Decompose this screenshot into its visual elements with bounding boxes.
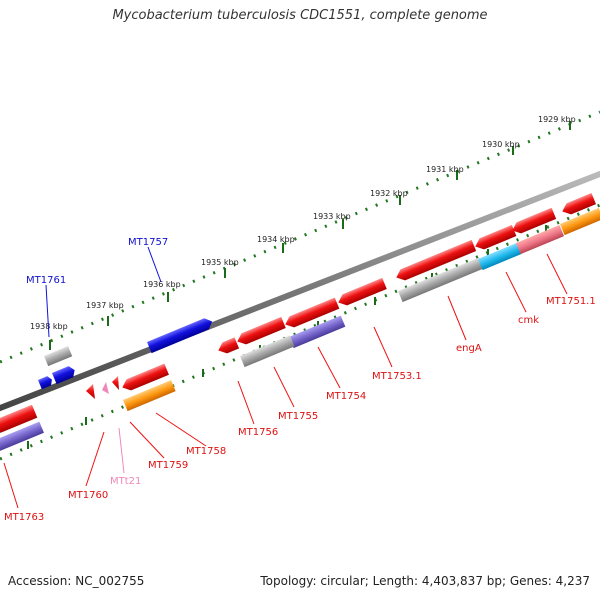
gene-label-mt1751-1[interactable]: MT1751.1	[546, 296, 596, 307]
gene-mt1751-1-arrow[interactable]	[510, 207, 557, 236]
tick-label: 1935 kbp	[201, 258, 239, 267]
genome-info-text: Topology: circular; Length: 4,403,837 bp…	[260, 574, 590, 588]
feature-mt1761-gray[interactable]	[44, 346, 73, 367]
tick-label: 1929 kbp	[538, 115, 576, 124]
gene-label-mt1756[interactable]: MT1756	[238, 427, 278, 438]
feature-mt1758-orange[interactable]	[123, 380, 176, 412]
tick-label: 1932 kbp	[370, 189, 408, 198]
tick-label: 1934 kbp	[257, 235, 295, 244]
gene-mt1763-arrow[interactable]	[0, 404, 38, 433]
gene-cmk-arrow[interactable]	[473, 224, 517, 252]
feature-cmk-cyan[interactable]	[478, 242, 522, 271]
feature-mt1751-1-pink[interactable]	[516, 225, 565, 255]
forward-strand-track	[38, 316, 214, 390]
gene-labels: MT1757 MT1761 engA cmk MT1751.1 MT1753.1…	[4, 237, 596, 523]
annotation-track	[0, 207, 600, 452]
feature-mt1763-purple[interactable]	[0, 421, 44, 452]
gene-mt1761-arrow[interactable]	[52, 365, 77, 385]
gene-label-enga[interactable]: engA	[456, 343, 482, 354]
gene-mt1758-arrow[interactable]	[120, 363, 169, 393]
tick-label: 1930 kbp	[482, 140, 520, 149]
feature-mt1755-gray[interactable]	[240, 335, 295, 368]
gene-label-cmk[interactable]: cmk	[518, 315, 539, 326]
leader-lines	[3, 246, 568, 509]
gene-label-mt1755[interactable]: MT1755	[278, 411, 318, 422]
gene-label-mtt21[interactable]: MTt21	[110, 476, 141, 487]
gene-enga-arrow[interactable]	[394, 239, 477, 283]
gene-label-mt1760[interactable]: MT1760	[68, 490, 108, 501]
gene-mt1756-arrow[interactable]	[216, 337, 240, 356]
gene-label-mt1754[interactable]: MT1754	[326, 391, 366, 402]
gene-label-mt1753-1[interactable]: MT1753.1	[372, 371, 422, 382]
gene-label-mt1763[interactable]: MT1763	[4, 512, 44, 523]
feature-enga-gray[interactable]	[398, 257, 484, 303]
tick-label: 1936 kbp	[143, 280, 181, 289]
gene-mt1755-arrow[interactable]	[235, 316, 286, 347]
gene-small-blue-arrow[interactable]	[38, 375, 54, 390]
tick-label: 1937 kbp	[86, 301, 124, 310]
feature-mt1751-orange[interactable]	[560, 207, 600, 236]
gene-mt1751-arrow[interactable]	[560, 192, 597, 217]
tick-label: 1933 kbp	[313, 212, 351, 221]
gene-label-mt1757[interactable]: MT1757	[128, 237, 168, 248]
gene-mtt21-arrow[interactable]	[102, 382, 109, 394]
reverse-strand-track	[0, 192, 597, 433]
gene-mt1757-arrow[interactable]	[147, 316, 214, 354]
tick-label: 1931 kbp	[426, 165, 464, 174]
gene-label-mt1761[interactable]: MT1761	[26, 275, 66, 286]
feature-mt1754-purple[interactable]	[289, 315, 346, 349]
gene-mt1759-arrow[interactable]	[112, 376, 119, 390]
gene-mt1753-1-arrow[interactable]	[336, 277, 387, 308]
gene-mt1760-arrow[interactable]	[86, 384, 95, 399]
accession-text: Accession: NC_002755	[8, 574, 145, 588]
tick-labels: 1929 kbp 1930 kbp 1931 kbp 1932 kbp 1933…	[30, 115, 576, 331]
gene-label-mt1759[interactable]: MT1759	[148, 460, 188, 471]
gene-mt1754-arrow[interactable]	[283, 297, 340, 331]
major-ticks-upper	[49, 121, 571, 350]
genome-backbone	[0, 170, 600, 412]
gene-label-mt1758[interactable]: MT1758	[186, 446, 226, 457]
map-title: Mycobacterium tuberculosis CDC1551, comp…	[112, 8, 488, 23]
